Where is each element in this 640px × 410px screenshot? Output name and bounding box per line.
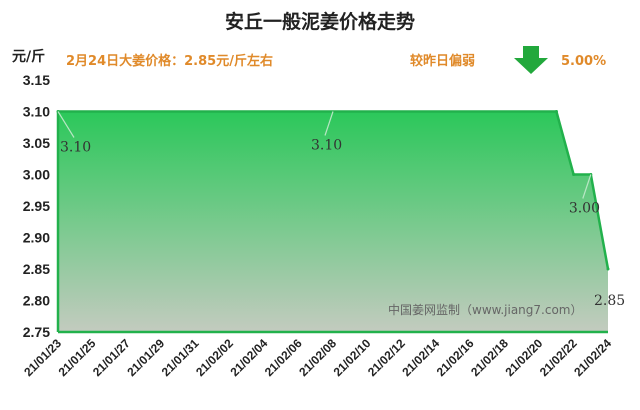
data-label-leader [324, 111, 334, 136]
y-tick-label: 3.10 [23, 104, 50, 120]
down-arrow-icon [514, 46, 548, 74]
data-label-leader [582, 174, 592, 199]
data-point [606, 267, 610, 271]
change-label: 较昨日偏弱 [410, 53, 475, 69]
data-label: 3.10 [60, 140, 91, 156]
price-note: 2月24日大姜价格：2.85元/斤左右 [66, 53, 273, 69]
series-area [58, 111, 608, 332]
x-tick-label: 21/02/24 [571, 336, 614, 379]
chart-title: 安丘一般泥姜价格走势 [225, 10, 415, 33]
y-tick-label: 2.80 [23, 293, 50, 309]
data-label: 2.85 [594, 293, 625, 309]
y-tick-label: 2.95 [23, 198, 50, 214]
plot-area [56, 110, 610, 334]
change-value: 5.00% [561, 54, 606, 69]
data-labels: 3.10 3.10 3.00 2.85 [57, 111, 625, 309]
data-label: 3.00 [569, 201, 600, 217]
y-axis: 2.75 2.80 2.85 2.90 2.95 3.00 3.05 3.10 3.15 [23, 72, 50, 340]
y-tick-label: 3.05 [23, 135, 50, 151]
data-label-leader [57, 111, 75, 138]
y-tick-label: 2.90 [23, 230, 50, 246]
y-tick-label: 2.85 [23, 261, 50, 277]
x-axis: 21/01/2321/01/2521/01/2721/01/2921/01/31… [21, 336, 614, 379]
y-tick-label: 3.15 [23, 72, 50, 88]
data-point [554, 110, 558, 113]
data-point [572, 173, 576, 176]
data-label: 3.10 [311, 138, 342, 154]
y-axis-unit: 元/斤 [12, 48, 45, 65]
y-tick-label: 2.75 [23, 324, 50, 340]
y-tick-label: 3.00 [23, 167, 50, 183]
watermark: 中国姜网监制（www.jiang7.com） [388, 302, 582, 317]
